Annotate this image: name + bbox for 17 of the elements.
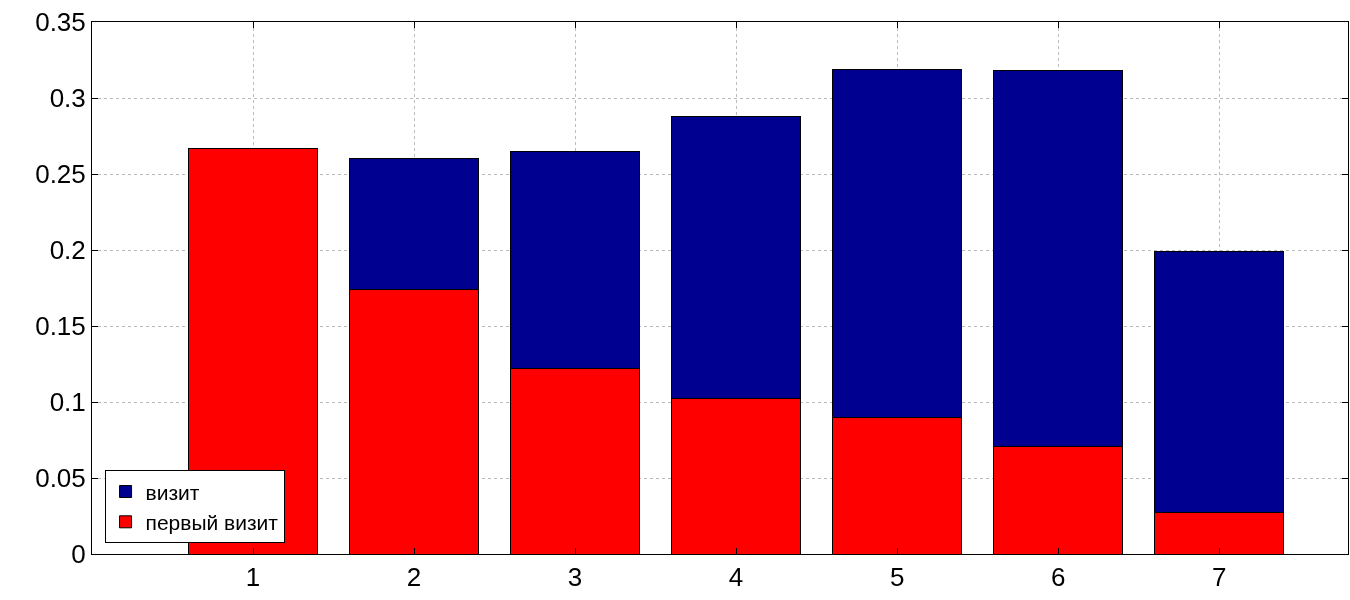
x-tick-label: 5 <box>889 562 905 593</box>
y-tick-label: 0.15 <box>35 311 86 342</box>
y-tick-label: 0 <box>71 539 86 570</box>
y-tick-label: 0.3 <box>49 83 86 114</box>
y-tick-label: 0.05 <box>35 463 86 494</box>
legend-label: визит <box>145 480 200 504</box>
y-tick-label: 0.2 <box>49 235 86 266</box>
x-tick-label: 1 <box>245 562 261 593</box>
x-tick-label: 4 <box>728 562 744 593</box>
x-tick-label: 3 <box>567 562 583 593</box>
x-tick-label: 6 <box>1050 562 1066 593</box>
y-tick-label: 0.25 <box>35 159 86 190</box>
y-tick-label: 0.35 <box>35 7 86 38</box>
x-tick-label: 2 <box>406 562 422 593</box>
legend-label: первый визит <box>145 511 279 534</box>
x-tick-label: 7 <box>1211 562 1227 593</box>
y-tick-label: 0.1 <box>49 387 86 418</box>
